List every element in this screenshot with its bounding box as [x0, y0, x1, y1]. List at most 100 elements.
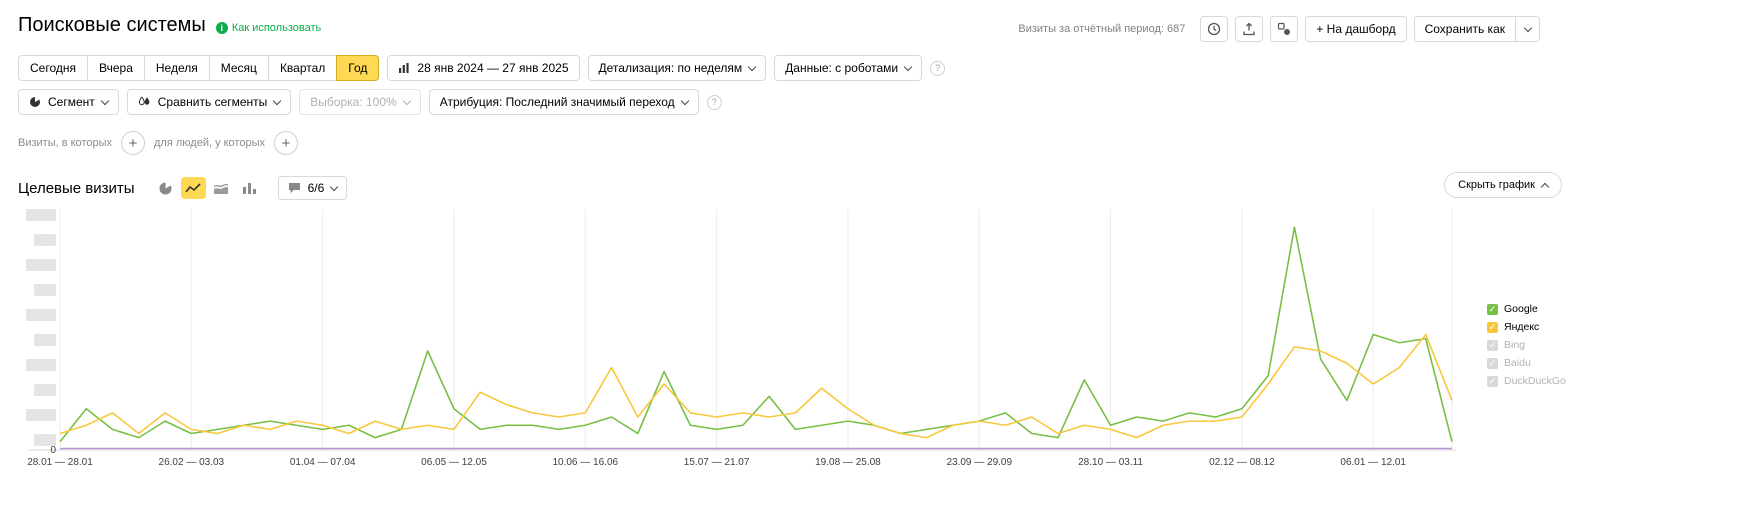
legend-label: Bing	[1504, 339, 1526, 351]
detail-label: Детализация: по неделям	[598, 61, 743, 75]
filters-row: Визиты, в которых + для людей, у которых…	[18, 131, 1739, 155]
people-filter-label: для людей, у которых	[154, 137, 265, 149]
y-axis-redacted-label	[34, 434, 56, 446]
y-axis-redacted-label	[34, 384, 56, 396]
compare-label: Сравнить сегменты	[157, 95, 268, 109]
chevron-down-icon	[903, 62, 913, 71]
legend-checkbox[interactable]: ✓	[1487, 321, 1498, 333]
attribution-label: Атрибуция: Последний значимый переход	[439, 95, 675, 109]
histogram-icon	[398, 62, 410, 74]
series-line-Google	[59, 226, 1453, 443]
visits-summary: Визиты за отчётный период: 687	[1018, 23, 1186, 35]
compare-segments-dropdown[interactable]: Сравнить сегменты	[126, 89, 292, 115]
x-axis-label: 01.04 — 07.04	[290, 457, 356, 468]
y-axis-redacted-label	[26, 309, 56, 321]
segments-row: Сегмент Сравнить сегменты Выборка: 100% …	[18, 89, 1739, 115]
date-range-button[interactable]: 28 янв 2024 — 27 янв 2025	[387, 55, 580, 81]
x-axis-label: 28.10 — 03.11	[1078, 457, 1143, 468]
pie-chart-type-button[interactable]	[153, 177, 178, 199]
add-people-filter-button[interactable]: +	[274, 131, 298, 155]
save-as-button[interactable]: Сохранить как	[1413, 16, 1516, 42]
chevron-down-icon	[747, 62, 757, 71]
sampling-dropdown[interactable]: Выборка: 100%	[299, 89, 421, 115]
column-chart-type-button[interactable]	[237, 177, 262, 199]
chevron-down-icon	[330, 182, 339, 191]
chart-svg: 28.01 — 28.01 26.02 — 03.03 01.04 — 07.04 0…	[26, 209, 1456, 468]
y-axis-redacted-label	[26, 409, 56, 421]
x-axis-label: 28.01 — 28.01	[27, 457, 93, 468]
add-visits-filter-button[interactable]: +	[121, 131, 145, 155]
widgets-button[interactable]	[1270, 16, 1299, 42]
y-axis-redacted-label	[34, 334, 56, 346]
legend-label: DuckDuckGo	[1504, 375, 1566, 387]
export-button[interactable]	[1235, 16, 1264, 42]
area-chart-icon	[213, 181, 229, 195]
x-axis-label: 23.09 — 29.09	[946, 457, 1012, 468]
period-tab-Квартал[interactable]: Квартал	[267, 55, 338, 81]
period-tab-Месяц[interactable]: Месяц	[208, 55, 269, 81]
line-chart-type-button[interactable]	[180, 177, 206, 199]
data-mode-label: Данные: с роботами	[785, 61, 899, 75]
add-to-dashboard-button[interactable]: + На дашборд	[1305, 16, 1407, 42]
segment-dropdown[interactable]: Сегмент	[18, 89, 119, 115]
legend-item-Яндекс[interactable]: ✓ Яндекс	[1487, 318, 1566, 336]
x-axis-label: 15.07 — 21.07	[684, 457, 750, 468]
legend-item-Baidu[interactable]: ✓ Baidu	[1487, 354, 1566, 372]
upload-icon	[1242, 22, 1256, 36]
pie-icon	[29, 96, 41, 108]
chart-area: 28.01 — 28.01 26.02 — 03.03 01.04 — 07.04 0…	[0, 207, 1739, 482]
legend-item-Google[interactable]: ✓ Google	[1487, 300, 1566, 318]
legend-label: Яндекс	[1504, 321, 1540, 333]
line-chart-icon	[185, 181, 201, 195]
chevron-down-icon	[1523, 23, 1532, 32]
attribution-dropdown[interactable]: Атрибуция: Последний значимый переход	[428, 89, 699, 115]
help-icon[interactable]: ?	[930, 60, 946, 76]
legend-checkbox[interactable]: ✓	[1487, 339, 1498, 351]
legend-item-DuckDuckGo[interactable]: ✓ DuckDuckGo	[1487, 372, 1566, 390]
sampling-label: Выборка: 100%	[310, 95, 397, 109]
save-as-dropdown-button[interactable]	[1516, 16, 1540, 42]
y-axis-redacted-label	[26, 209, 56, 221]
period-tab-Вчера[interactable]: Вчера	[87, 55, 145, 81]
hide-chart-button[interactable]: Скрыть график	[1444, 172, 1562, 198]
legend-label: Google	[1504, 303, 1538, 315]
legend-checkbox[interactable]: ✓	[1487, 375, 1498, 387]
chevron-down-icon	[273, 96, 282, 105]
page: Поисковые системы i Как использовать Виз…	[0, 0, 1739, 482]
period-tabs: Сегодня Вчера Неделя Месяц Квартал Год	[18, 55, 380, 81]
page-title: Поисковые системы	[18, 14, 206, 36]
chevron-down-icon	[402, 96, 411, 105]
widgets-icon	[1277, 22, 1291, 36]
metrics-selector[interactable]: 6/6	[277, 176, 348, 200]
period-tab-Год[interactable]: Год	[336, 55, 380, 81]
detail-dropdown[interactable]: Детализация: по неделям	[587, 55, 767, 81]
data-mode-dropdown[interactable]: Данные: с роботами	[774, 55, 923, 81]
help-icon[interactable]: ?	[706, 94, 722, 110]
area-chart-type-button[interactable]	[209, 177, 234, 199]
history-button[interactable]	[1200, 16, 1229, 42]
info-icon: i	[215, 21, 228, 34]
legend-checkbox[interactable]: ✓	[1487, 357, 1498, 369]
y-axis-redacted-label	[34, 284, 56, 296]
comment-icon	[288, 182, 301, 194]
x-axis-label: 19.08 — 25.08	[815, 457, 881, 468]
visits-filter-label: Визиты, в которых	[18, 137, 112, 149]
pie-chart-icon	[158, 181, 173, 196]
x-axis-label: 10.06 — 16.06	[552, 457, 618, 468]
period-tab-Неделя[interactable]: Неделя	[143, 55, 210, 81]
chevron-down-icon	[100, 96, 110, 105]
hide-chart-label: Скрыть график	[1458, 179, 1535, 191]
how-to-use-link[interactable]: i Как использовать	[215, 21, 321, 34]
topbar: Поисковые системы i Как использовать Виз…	[0, 0, 1739, 42]
period-tab-Сегодня[interactable]: Сегодня	[18, 55, 88, 81]
x-axis-label: 02.12 — 08.12	[1209, 457, 1275, 468]
chart-legend: ✓ Google ✓ Яндекс ✓ Bing ✓ Baidu ✓ DuckDuckGo	[1487, 300, 1566, 390]
legend-checkbox[interactable]: ✓	[1487, 303, 1498, 315]
y-axis-zero-label: 0	[50, 445, 56, 456]
legend-item-Bing[interactable]: ✓ Bing	[1487, 336, 1566, 354]
date-range-label: 28 янв 2024 — 27 янв 2025	[417, 61, 569, 75]
period-row: Сегодня Вчера Неделя Месяц Квартал Год 28 янв…	[18, 55, 1739, 81]
save-as-split-button: Сохранить как	[1413, 16, 1540, 42]
chevron-down-icon	[680, 96, 689, 105]
column-chart-icon	[242, 181, 257, 195]
